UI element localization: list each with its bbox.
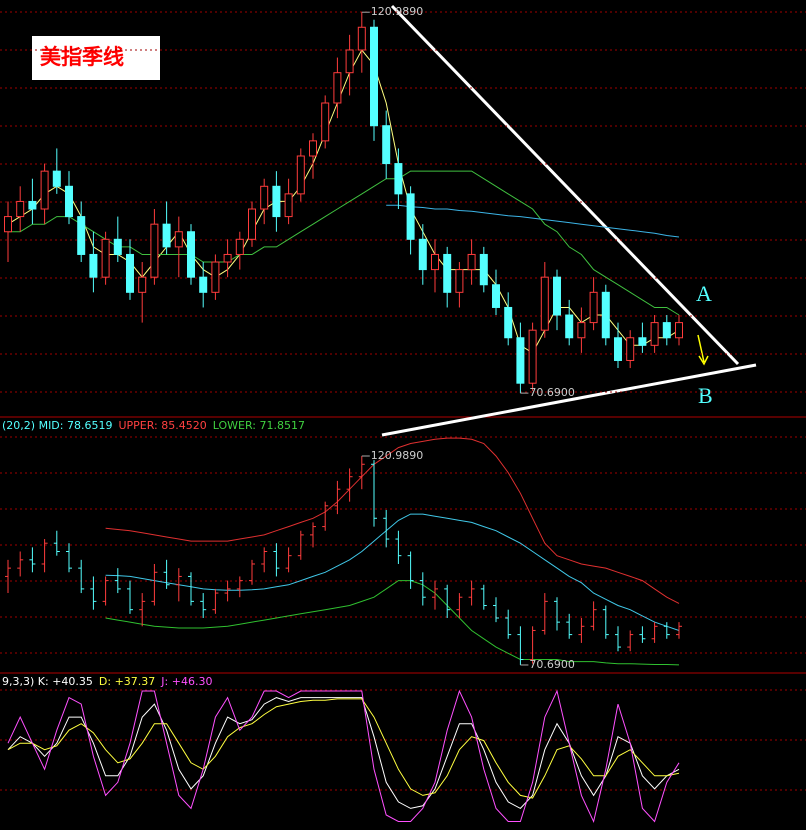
candle-body: [528, 329, 537, 384]
candle-body: [455, 269, 464, 293]
candle-body: [394, 163, 403, 195]
price-label: 120.9890: [371, 449, 424, 462]
candle-body: [235, 238, 244, 255]
candle-body: [284, 193, 293, 218]
candle-body: [345, 49, 354, 74]
candle-body: [614, 337, 622, 361]
candle-body: [431, 253, 439, 271]
indicator-line: [105, 437, 680, 604]
candle-body: [516, 337, 525, 384]
indicator-line: [7, 697, 680, 810]
candle-body: [174, 231, 183, 248]
candle-body: [187, 231, 195, 278]
candle-body: [77, 216, 86, 255]
candle-body: [553, 276, 561, 316]
annotation: A: [696, 281, 712, 306]
candle-body: [492, 284, 500, 308]
indicator-line: [7, 49, 680, 354]
candle-body: [309, 140, 317, 157]
indicator-header: J: +46.30: [160, 675, 212, 688]
trend-line: [381, 363, 757, 437]
candle-body: [443, 253, 452, 293]
candle-body: [4, 216, 12, 233]
indicator-line: [7, 698, 680, 799]
candle-body: [321, 102, 330, 142]
price-label: 120.9890: [371, 5, 424, 18]
annotation: B: [698, 383, 713, 408]
candle-body: [260, 185, 269, 210]
indicator-line: [7, 689, 680, 824]
candle-body: [370, 26, 378, 127]
candle-body: [89, 253, 98, 278]
candle-body: [101, 238, 110, 278]
chart-title: 美指季线: [40, 45, 124, 69]
indicator-header: D: +37.37: [99, 675, 155, 688]
candle-body: [113, 238, 122, 255]
candle-body: [418, 238, 427, 271]
price-label: 70.6900: [529, 658, 575, 671]
candle-body: [296, 155, 305, 195]
candle-body: [162, 223, 171, 248]
candle-body: [662, 322, 671, 339]
price-label: 70.6900: [529, 386, 575, 399]
title-box: [32, 36, 160, 80]
candle-body: [28, 200, 37, 210]
candle-body: [126, 253, 134, 293]
candle-body: [540, 276, 549, 331]
candle-body: [382, 125, 391, 165]
candle-body: [272, 185, 281, 218]
candle-body: [52, 170, 61, 187]
candle-body: [357, 26, 366, 51]
candle-body: [333, 72, 342, 104]
candle-body: [650, 322, 659, 346]
candle-body: [626, 337, 635, 361]
candle-body: [65, 185, 73, 218]
indicator-header: 9,3,3) K: +40.35: [2, 675, 93, 688]
arrow: [697, 334, 709, 366]
candle-body: [211, 261, 220, 293]
candle-body: [223, 253, 232, 263]
indicator-line: [105, 580, 680, 666]
candle-body: [248, 208, 256, 240]
candle-body: [16, 200, 25, 218]
candle-body: [479, 253, 488, 286]
candle-body: [589, 291, 598, 324]
trend-line: [390, 4, 740, 366]
indicator-line: [105, 513, 680, 631]
candle-body: [504, 306, 513, 339]
candle-body: [199, 276, 208, 293]
candle-body: [638, 337, 647, 346]
indicator-header: UPPER: 85.4520: [118, 419, 206, 432]
candle-body: [138, 276, 147, 293]
candle-body: [675, 322, 683, 339]
candle-body: [601, 291, 610, 339]
candle-body: [565, 314, 574, 339]
indicator-line: [386, 204, 680, 238]
candle-body: [406, 193, 415, 240]
candle-body: [40, 170, 49, 210]
candle-body: [467, 253, 476, 271]
candle-body: [577, 322, 586, 339]
indicator-header: LOWER: 71.8517: [213, 419, 305, 432]
candle-body: [150, 223, 159, 278]
indicator-header: (20,2) MID: 78.6519: [2, 419, 112, 432]
